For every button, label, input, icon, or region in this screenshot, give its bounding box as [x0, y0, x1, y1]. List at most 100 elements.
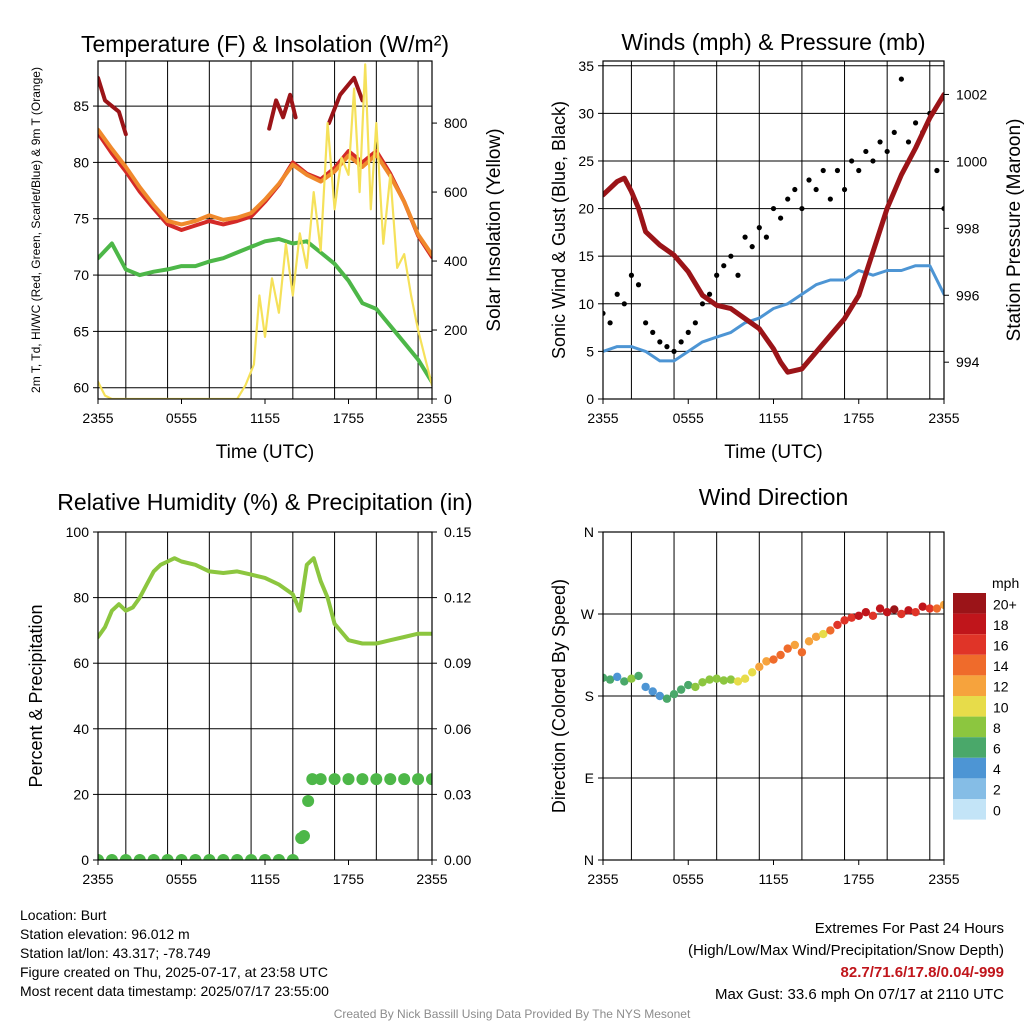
gust-point: [912, 120, 919, 126]
chart-panel-1: Temperature (F) & Insolation (W/m²) 60 65 7…: [29, 31, 505, 463]
y-tick-label: 70: [73, 267, 89, 283]
y-right-tick-label: 998: [956, 220, 980, 236]
gust-point: [735, 272, 741, 278]
insolation-line: [98, 63, 432, 399]
station-info: Location: Burt Station elevation: 96.012…: [20, 906, 329, 1001]
gust-point: [749, 244, 755, 250]
x-tick-label: 2355: [416, 871, 447, 887]
y-right-tick-label: 800: [444, 115, 468, 131]
direction-point: [897, 609, 906, 619]
precipitation-point: [231, 854, 244, 860]
gust-point: [714, 272, 720, 278]
plot-area: [98, 556, 432, 860]
y-tick-label: 30: [578, 105, 594, 121]
direction-point: [861, 607, 871, 617]
x-tick-label: 0555: [166, 871, 197, 887]
precipitation-point: [398, 773, 411, 786]
figure-created: Figure created on Thu, 2025-07-17, at 23…: [20, 964, 328, 980]
x-tick-label: 1155: [758, 410, 788, 426]
gust-point: [785, 196, 791, 202]
y-right-tick-label: 200: [444, 322, 468, 338]
hi-afternoon-line: [327, 75, 365, 125]
gust-point: [657, 339, 663, 345]
gust-point: [685, 329, 691, 335]
direction-point: [726, 675, 736, 684]
gust-point: [870, 158, 876, 164]
y-right-tick-label: 0.09: [444, 655, 471, 671]
precipitation-point: [119, 854, 132, 860]
plot-area: [603, 600, 944, 703]
direction-point: [691, 682, 700, 692]
precipitation-point: [161, 854, 174, 860]
colorbar-swatch: [953, 716, 986, 738]
direction-point: [833, 620, 842, 630]
gust-point: [607, 320, 613, 326]
colorbar-swatch: [953, 675, 986, 696]
y-tick-label: 0: [586, 391, 594, 407]
gust-point: [841, 186, 848, 193]
max-gust: Max Gust: 33.6 mph On 07/17 at 2110 UTC: [714, 986, 1004, 1003]
x-tick-label: 0555: [166, 410, 197, 426]
colorbar-label: 4: [993, 761, 1001, 777]
precipitation-point: [98, 854, 104, 860]
wind-line: [603, 264, 944, 363]
direction-point: [911, 607, 920, 617]
gust-point: [934, 167, 940, 174]
gust-point: [650, 329, 656, 335]
direction-point: [627, 674, 636, 683]
gust-point: [884, 148, 890, 155]
plot-frame: [97, 531, 433, 861]
gust-point: [728, 253, 734, 259]
y-right-axis-label: Station Pressure (Maroon): [1004, 119, 1024, 342]
gust-point: [643, 320, 649, 326]
gust-point: [763, 234, 769, 240]
direction-point: [882, 607, 892, 617]
y-tick-label: N: [584, 852, 594, 868]
precipitation-point: [426, 773, 432, 786]
direction-point: [854, 611, 863, 621]
x-tick-label: 1755: [333, 871, 364, 887]
direction-point: [847, 613, 856, 622]
direction-point: [733, 677, 743, 686]
direction-point: [932, 604, 942, 613]
direction-point: [826, 626, 835, 635]
y-tick-label: 100: [66, 524, 90, 540]
y-right-tick-label: 0.00: [444, 852, 471, 868]
chart-title: Wind Direction: [699, 484, 849, 510]
direction-point: [875, 604, 885, 613]
gust-point: [898, 76, 904, 82]
x-tick-label: 2355: [82, 871, 113, 887]
x-axis-label: Time (UTC): [724, 442, 823, 463]
y-right-tick-label: 0.06: [444, 721, 471, 737]
direction-point: [939, 600, 944, 610]
x-tick-label: 2355: [928, 410, 959, 426]
rh-line: [98, 556, 432, 646]
y-tick-label: 80: [73, 154, 89, 170]
precipitation-point: [314, 773, 327, 786]
y-tick-label: S: [585, 688, 594, 704]
x-tick-label: 1155: [250, 871, 280, 887]
gust-point: [614, 291, 620, 297]
colorbar-swatch: [953, 654, 986, 676]
direction-point: [684, 680, 693, 690]
direction-point: [790, 640, 800, 650]
colorbar-label: 20+: [993, 596, 1017, 612]
direction-point: [755, 662, 764, 672]
station-location: Location: Burt: [20, 907, 107, 923]
y-tick-label: 15: [578, 248, 594, 264]
gust-point: [721, 263, 727, 269]
colorbar-label: 8: [993, 720, 1001, 736]
colorbar-swatch: [953, 799, 986, 820]
precipitation-point: [302, 794, 315, 807]
x-tick-label: 1755: [843, 871, 874, 887]
y-right-tick-label: 1002: [956, 86, 987, 102]
gust-point: [905, 139, 912, 145]
colorbar-swatch: [953, 757, 986, 779]
colorbar-label: 2: [993, 782, 1001, 798]
colorbar-label: 12: [993, 679, 1009, 695]
colorbar-title: mph: [992, 575, 1019, 591]
extremes-panel: Extremes For Past 24 Hours (High/Low/Max…: [688, 918, 1004, 1006]
precipitation-point: [175, 854, 188, 860]
extremes-title: Extremes For Past 24 Hours: [814, 920, 1004, 937]
precipitation-point: [412, 773, 425, 786]
